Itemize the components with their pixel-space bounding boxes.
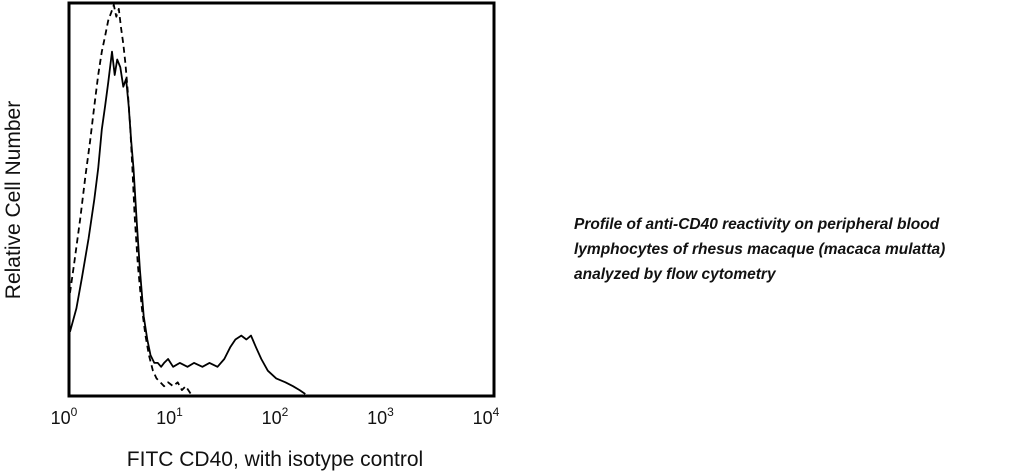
x-tick-base: 10 bbox=[156, 408, 176, 428]
x-tick-label: 101 bbox=[156, 405, 183, 428]
x-tick-exponent: 2 bbox=[282, 405, 289, 419]
cd40-stain-trace bbox=[69, 50, 306, 395]
figure-caption: Profile of anti-CD40 reactivity on perip… bbox=[574, 212, 1019, 287]
x-axis-title: FITC CD40, with isotype control bbox=[127, 448, 423, 471]
x-tick-labels: 100 101 102 103 104 bbox=[51, 405, 500, 428]
caption-line: Profile of anti-CD40 reactivity on perip… bbox=[574, 216, 940, 233]
caption-line: analyzed by flow cytometry bbox=[574, 266, 776, 283]
x-tick-exponent: 0 bbox=[71, 405, 78, 419]
x-tick-exponent: 4 bbox=[493, 405, 500, 419]
isotype-control-trace bbox=[69, 4, 192, 395]
caption-line: lymphocytes of rhesus macaque (macaca mu… bbox=[574, 241, 946, 258]
x-tick-label: 100 bbox=[51, 405, 78, 428]
plot-frame bbox=[67, 1, 496, 398]
x-tick-base: 10 bbox=[473, 408, 493, 428]
series-layer bbox=[69, 4, 306, 395]
x-tick-label: 104 bbox=[473, 405, 500, 428]
x-tick-base: 10 bbox=[367, 408, 387, 428]
x-tick-exponent: 3 bbox=[387, 405, 394, 419]
y-axis-title: Relative Cell Number bbox=[2, 101, 25, 299]
x-tick-label: 102 bbox=[262, 405, 289, 428]
x-tick-label: 103 bbox=[367, 405, 394, 428]
x-tick-base: 10 bbox=[262, 408, 282, 428]
x-tick-exponent: 1 bbox=[176, 405, 183, 419]
x-tick-base: 10 bbox=[51, 408, 71, 428]
